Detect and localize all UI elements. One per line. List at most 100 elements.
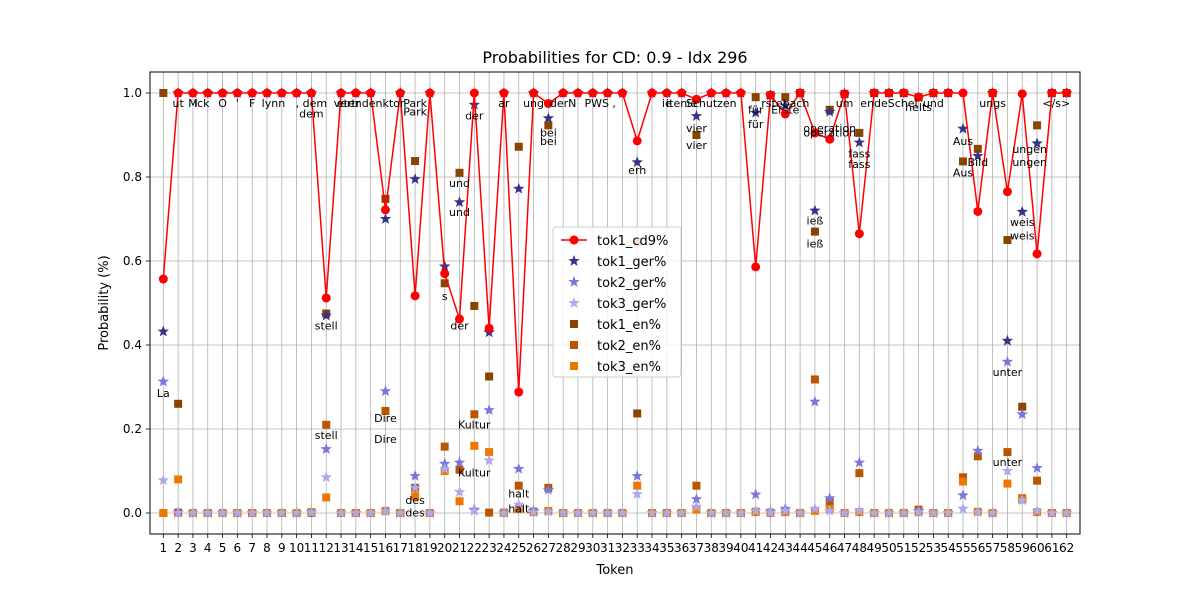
data-point	[809, 395, 821, 407]
data-point	[957, 502, 969, 514]
data-point	[750, 106, 762, 118]
annotation-label: dem	[299, 108, 323, 121]
annotation-label: PWS ,	[584, 97, 616, 110]
data-point	[232, 88, 242, 98]
data-point	[424, 507, 436, 518]
legend-item: tok3_ger%	[568, 297, 666, 312]
annotation-label: ieß	[807, 215, 824, 228]
data-point	[453, 196, 466, 208]
x-tick-label: 9	[278, 541, 286, 555]
data-point	[557, 507, 569, 518]
data-point	[350, 507, 362, 518]
annotation-label: ut	[172, 97, 184, 110]
plot-frame	[149, 71, 1081, 535]
data-point	[690, 500, 703, 512]
data-point	[601, 507, 614, 518]
x-tick-label: 49	[867, 541, 882, 555]
data-point	[544, 121, 553, 130]
data-point	[691, 94, 701, 104]
data-point	[692, 481, 701, 490]
data-point	[543, 99, 553, 108]
data-point	[514, 387, 524, 397]
data-point	[631, 156, 643, 168]
data-point	[838, 507, 851, 518]
data-point	[470, 441, 479, 450]
data-point	[824, 105, 836, 117]
data-point	[485, 508, 494, 517]
data-point	[453, 456, 466, 468]
data-point	[247, 88, 257, 98]
x-tick-label: 20	[437, 541, 452, 555]
x-tick-label: 8	[263, 541, 271, 555]
data-point	[542, 505, 555, 517]
data-point	[470, 301, 479, 310]
x-tick-label: 62	[1059, 541, 1074, 555]
data-point	[824, 492, 836, 504]
legend-marker	[568, 276, 580, 287]
data-point	[810, 128, 820, 138]
legend: tok1_cd9% tok1_ger% tok2_ger% tok3_ger% tok1…	[552, 226, 682, 378]
legend-marker	[568, 255, 580, 266]
data-point	[765, 90, 775, 100]
data-point	[868, 507, 880, 518]
data-point	[779, 99, 791, 111]
data-point	[1003, 236, 1012, 244]
annotation-label: ungs	[979, 97, 1006, 110]
x-tick-label: 16	[378, 541, 393, 555]
data-point	[292, 88, 302, 98]
annotation-label: etendenktor	[337, 97, 405, 110]
data-point	[751, 262, 761, 272]
data-point	[912, 506, 925, 517]
x-tick-label: 45	[807, 541, 822, 555]
y-tick-label: 0.8	[123, 170, 142, 184]
data-point	[972, 150, 984, 161]
annotation-label: halt	[508, 502, 530, 515]
legend-marker	[570, 320, 578, 328]
data-point	[455, 497, 464, 506]
data-point	[959, 473, 968, 482]
data-point	[1002, 187, 1012, 197]
data-point	[1033, 476, 1042, 485]
data-point	[647, 88, 657, 98]
legend-item: tok1_ger%	[568, 255, 666, 270]
annotation-label: ungen	[1012, 143, 1047, 156]
data-point	[394, 507, 406, 518]
x-tick-label: 32	[615, 541, 630, 555]
x-tick-label: 28	[556, 541, 571, 555]
annotation-label: vertr	[334, 97, 361, 110]
data-point	[440, 269, 450, 279]
data-point	[825, 134, 835, 144]
data-point	[958, 88, 968, 98]
data-point	[824, 504, 836, 516]
data-point	[957, 122, 969, 134]
data-point	[1047, 88, 1057, 98]
x-tick-label: 6	[234, 541, 242, 555]
data-point	[1016, 408, 1028, 420]
x-tick-label: 44	[792, 541, 807, 555]
data-point	[572, 507, 584, 518]
data-point	[322, 420, 331, 429]
data-point	[174, 475, 183, 484]
x-tick-label: 47	[837, 541, 852, 555]
legend-label: tok3_ger%	[597, 297, 666, 312]
data-point	[159, 89, 168, 97]
data-point	[276, 507, 288, 518]
data-point	[603, 88, 613, 98]
annotation-label: und	[923, 97, 944, 110]
annotation-label: für	[748, 103, 764, 116]
data-point	[1016, 205, 1028, 217]
annotation-label: Kultur	[458, 467, 491, 480]
data-point	[380, 205, 390, 215]
legend-marker	[570, 362, 578, 370]
data-point	[366, 88, 376, 98]
x-tick-label: 43	[778, 541, 793, 555]
data-point	[750, 504, 762, 516]
data-point	[942, 507, 954, 518]
data-point	[751, 93, 760, 102]
y-tick-label: 0.6	[123, 254, 142, 268]
data-point	[706, 88, 716, 98]
x-tick-label: 3	[189, 541, 197, 555]
annotation-label: und	[449, 206, 470, 219]
annotation-label: Park	[403, 97, 427, 110]
data-point	[1003, 479, 1012, 488]
